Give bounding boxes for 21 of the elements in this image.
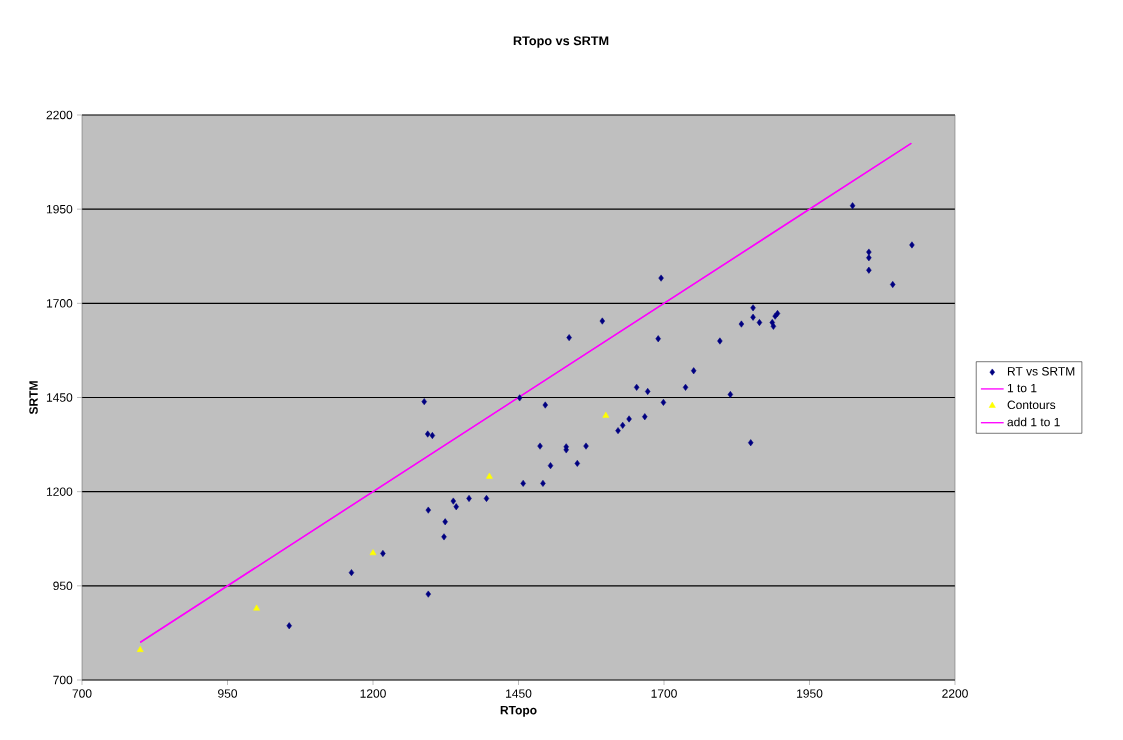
legend-label: 1 to 1 (1007, 383, 1037, 393)
y-axis-title: SRTM (29, 381, 38, 415)
y-tick-label: 1700 (46, 299, 73, 308)
y-tick-label: 1450 (46, 393, 73, 402)
legend-label: RT vs SRTM (1007, 367, 1075, 376)
x-tick-label: 1950 (797, 689, 823, 698)
y-tick-label: 1950 (46, 204, 73, 214)
x-tick-label: 2200 (942, 689, 968, 698)
y-tick-label: 950 (53, 581, 73, 591)
y-tick-label: 1200 (46, 487, 73, 496)
legend-label: Contours (1007, 400, 1056, 410)
y-tick-label: 2200 (46, 110, 73, 120)
x-tick-label: 1450 (506, 689, 532, 698)
y-tick-label: 700 (53, 675, 73, 685)
x-tick-label: 950 (218, 689, 238, 698)
x-tick-label: 1200 (360, 689, 386, 698)
x-axis-title: RTopo (500, 706, 537, 717)
x-tick-label: 1700 (651, 689, 677, 698)
legend-label: add 1 to 1 (1007, 417, 1060, 427)
x-tick-label: 700 (72, 689, 92, 698)
chart-title: RTopo vs SRTM (513, 36, 609, 48)
